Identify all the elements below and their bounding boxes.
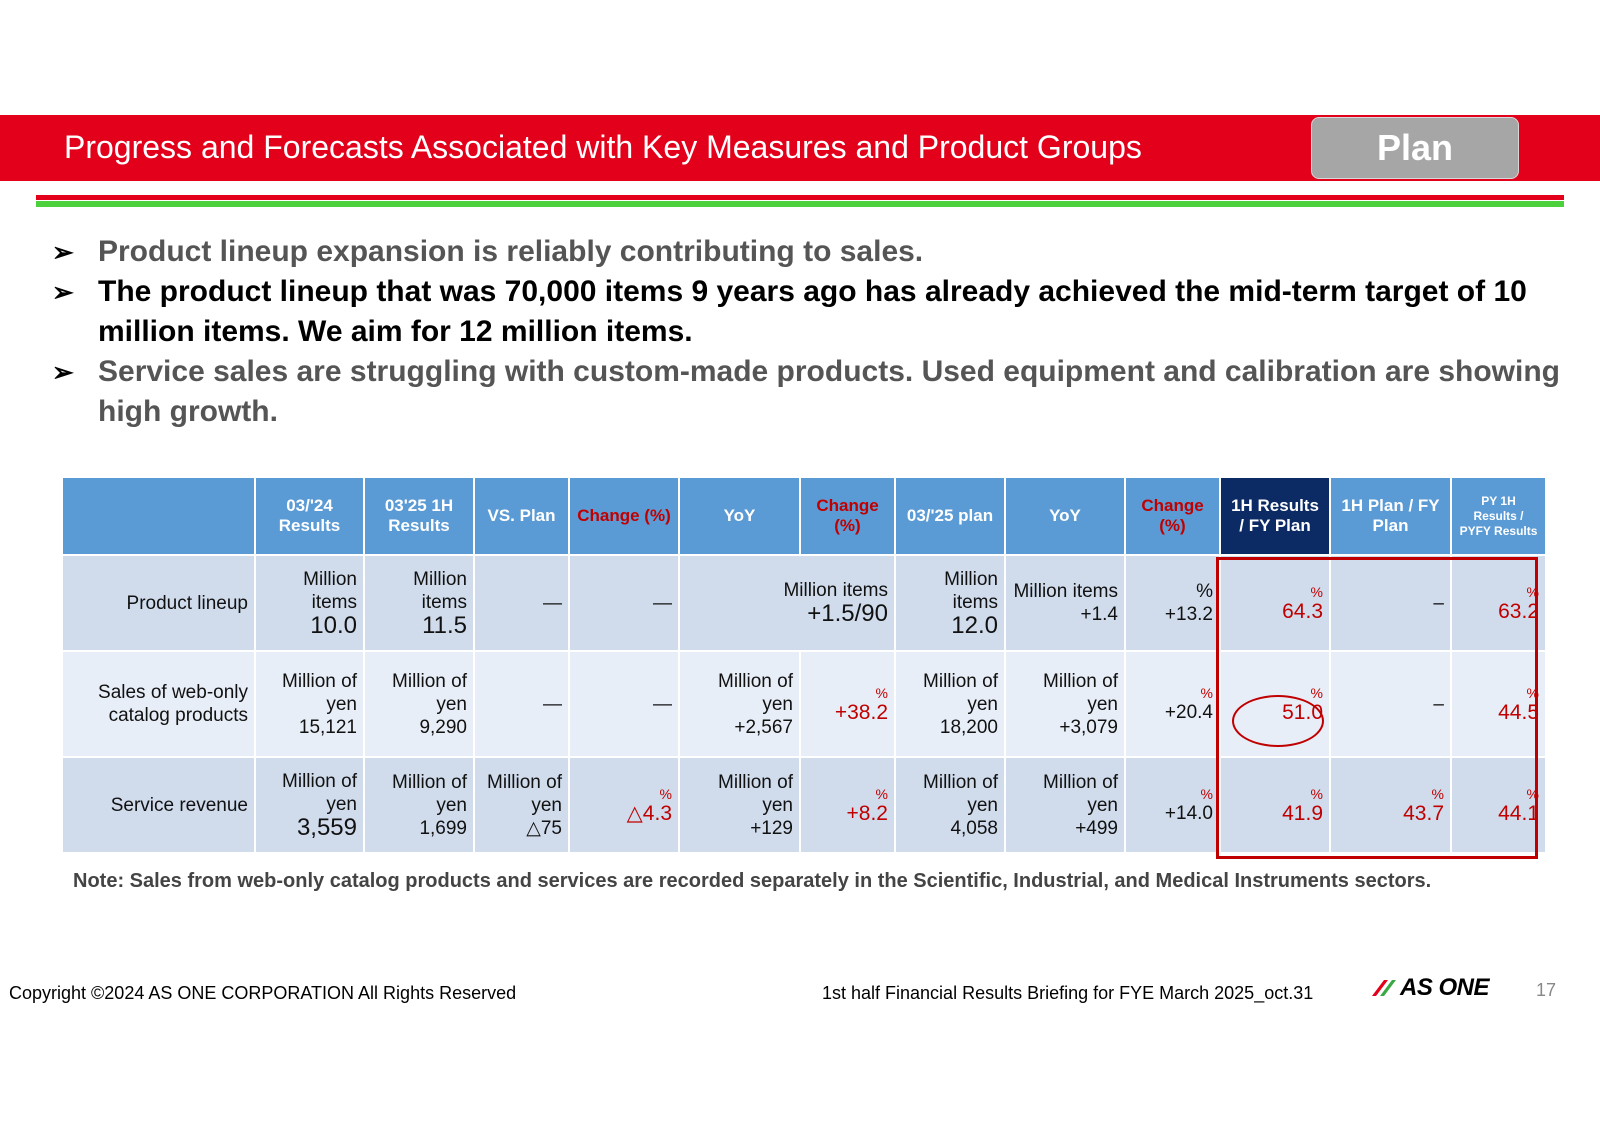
divider-red — [36, 195, 1564, 200]
page-title: Progress and Forecasts Associated with K… — [64, 129, 1142, 165]
header-cell: 03'25 1H Results — [363, 476, 475, 556]
table-cell: % +20.4 — [1124, 650, 1221, 758]
table-cell: Million of yen 4,058 — [894, 756, 1006, 854]
header-cell: 1H Results / FY Plan — [1219, 476, 1331, 556]
table-cell: % 44.5 — [1450, 650, 1547, 758]
divider-green — [36, 201, 1564, 207]
table-cell: Million of yen +3,079 — [1004, 650, 1126, 758]
table-cell: Million of yen +129 — [678, 756, 801, 854]
table-cell: Million of yen 9,290 — [363, 650, 475, 758]
highlight-box — [1216, 557, 1538, 859]
briefing-text: 1st half Financial Results Briefing for … — [822, 983, 1314, 1003]
table-cell: Million items 12.0 — [894, 554, 1006, 652]
arrow-bullet-icon: ➢ — [52, 357, 74, 387]
arrow-bullet-icon: ➢ — [52, 277, 74, 307]
table-cell: Million of yen +2,567 — [678, 650, 801, 758]
table-cell: — — [568, 650, 680, 758]
table-cell: Million of yen △75 — [473, 756, 570, 854]
page-number: 17 — [1536, 980, 1557, 1000]
table-header-row: 03/'24 Results 03'25 1H Results VS. Plan… — [61, 476, 1547, 556]
table-cell: – — [1329, 554, 1452, 652]
plan-badge: Plan — [1311, 117, 1519, 179]
table-row: Product lineup Million items 10.0 Million… — [61, 554, 1547, 652]
bullet-item: ➢ Service sales are struggling with custo… — [52, 352, 1592, 432]
bullet-list: ➢ Product lineup expansion is reliably co… — [52, 232, 1592, 432]
logo-mark-icon — [1372, 980, 1396, 996]
bullet-item: ➢ Product lineup expansion is reliably co… — [52, 232, 1592, 272]
highlight-circle — [1232, 695, 1324, 747]
table-cell: % +38.2 — [799, 650, 896, 758]
table-cell: % +8.2 — [799, 756, 896, 854]
table-cell: Million items +1.4 — [1004, 554, 1126, 652]
row-label: Product lineup — [61, 554, 256, 652]
table-note: Note: Sales from web-only catalog produc… — [73, 870, 1432, 892]
table-cell: % +13.2 — [1124, 554, 1221, 652]
header-cell: 03/'24 Results — [254, 476, 365, 556]
header-cell: 1H Plan / FY Plan — [1329, 476, 1452, 556]
table-cell: – — [1329, 650, 1452, 758]
row-label: Sales of web-only catalog products — [61, 650, 256, 758]
table-cell: % 43.7 — [1329, 756, 1452, 854]
header-cell: YoY — [1004, 476, 1126, 556]
table-cell: Million of yen 18,200 — [894, 650, 1006, 758]
bullet-item: ➢ The product lineup that was 70,000 item… — [52, 272, 1592, 352]
header-cell: 03/'25 plan — [894, 476, 1006, 556]
table-cell: Million of yen 1,699 — [363, 756, 475, 854]
title-banner: Progress and Forecasts Associated with K… — [0, 115, 1600, 181]
table-cell: Million items +1.5/90 — [678, 554, 896, 652]
table-cell: — — [568, 554, 680, 652]
header-cell: PY 1H Results / PYFY Results — [1450, 476, 1547, 556]
row-label: Service revenue — [61, 756, 256, 854]
copyright-text: Copyright ©2024 AS ONE CORPORATION All R… — [9, 983, 517, 1003]
table-cell: % +14.0 — [1124, 756, 1221, 854]
table-cell: % △4.3 — [568, 756, 680, 854]
header-cell: Change (%) — [568, 476, 680, 556]
table-cell: Million items 10.0 — [254, 554, 365, 652]
table-cell: Million items 11.5 — [363, 554, 475, 652]
arrow-bullet-icon: ➢ — [52, 237, 74, 267]
table-row: Sales of web-only catalog products Milli… — [61, 650, 1547, 758]
table-cell: Million of yen 15,121 — [254, 650, 365, 758]
header-cell: YoY — [678, 476, 801, 556]
table-cell: Million of yen +499 — [1004, 756, 1126, 854]
as-one-logo: AS ONE — [1370, 974, 1520, 1004]
progress-table: 03/'24 Results 03'25 1H Results VS. Plan… — [61, 476, 1547, 854]
table-cell: — — [473, 554, 570, 652]
header-corner — [61, 476, 256, 556]
table-cell: Million of yen 3,559 — [254, 756, 365, 854]
header-cell: Change (%) — [1124, 476, 1221, 556]
table-cell: % 63.2 — [1450, 554, 1547, 652]
header-cell: VS. Plan — [473, 476, 570, 556]
table-cell: % 41.9 — [1219, 756, 1331, 854]
table-row: Service revenue Million of yen 3,559 Mill… — [61, 756, 1547, 854]
table-cell: % 64.3 — [1219, 554, 1331, 652]
header-cell: Change (%) — [799, 476, 896, 556]
table-cell: — — [473, 650, 570, 758]
